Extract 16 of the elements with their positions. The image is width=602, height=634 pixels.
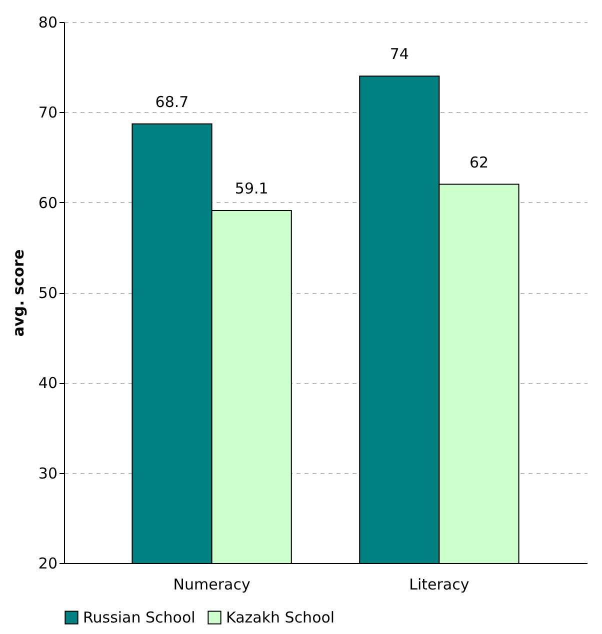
y-tick-label: 60 bbox=[38, 194, 58, 212]
data-label: 68.7 bbox=[155, 92, 189, 111]
y-tick-label: 70 bbox=[38, 104, 58, 122]
legend-label: Russian School bbox=[83, 608, 196, 627]
x-tick-label: Literacy bbox=[409, 576, 470, 594]
y-tick-label: 40 bbox=[38, 374, 58, 392]
x-tick-label: Numeracy bbox=[173, 576, 250, 594]
data-label: 62 bbox=[469, 153, 489, 172]
y-tick-label: 20 bbox=[38, 554, 58, 572]
y-tick-label: 80 bbox=[38, 14, 58, 32]
y-axis-title: avg. score bbox=[9, 249, 28, 337]
legend-label: Kazakh School bbox=[226, 608, 335, 627]
y-tick-label: 50 bbox=[38, 284, 58, 302]
y-tick-label: 30 bbox=[38, 464, 58, 482]
data-label: 74 bbox=[390, 45, 409, 64]
data-label: 59.1 bbox=[234, 179, 268, 198]
